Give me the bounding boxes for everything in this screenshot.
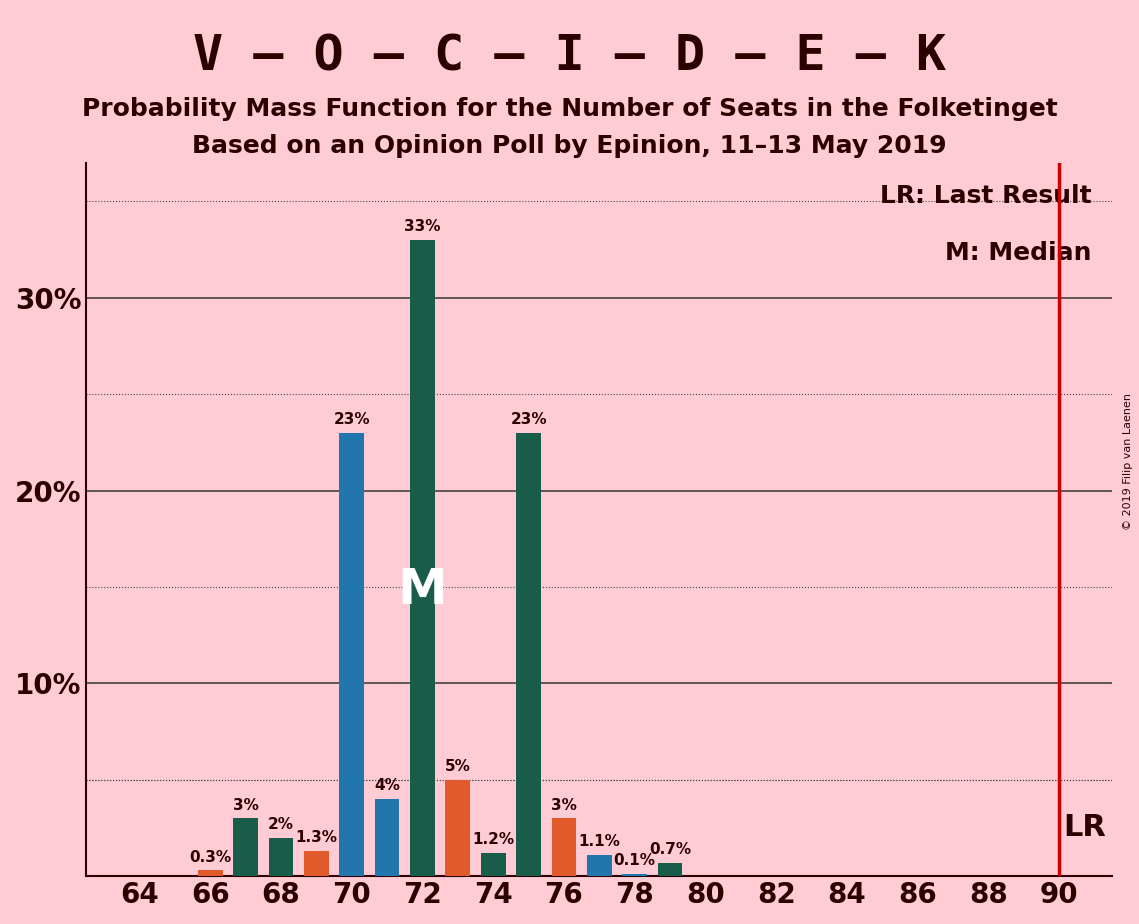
Bar (445, 780, 470, 876)
Bar (516, 432, 541, 876)
Text: Based on an Opinion Poll by Epinion, 11–13 May 2019: Based on an Opinion Poll by Epinion, 11–… (192, 134, 947, 158)
Text: V – O – C – I – D – E – K: V – O – C – I – D – E – K (192, 32, 947, 80)
Text: 0.3%: 0.3% (189, 849, 231, 865)
Text: © 2019 Filip van Laenen: © 2019 Filip van Laenen (1123, 394, 1133, 530)
Text: LR: Last Result: LR: Last Result (880, 184, 1092, 208)
Bar (269, 837, 294, 876)
Bar (375, 799, 400, 876)
Bar (622, 874, 647, 876)
Bar (657, 863, 682, 876)
Text: LR: LR (1063, 813, 1106, 843)
Text: 2%: 2% (268, 817, 294, 832)
Text: 3%: 3% (232, 797, 259, 812)
Bar (233, 819, 257, 876)
Text: 0.1%: 0.1% (614, 854, 656, 869)
Text: 33%: 33% (404, 219, 441, 234)
Bar (339, 432, 364, 876)
Text: 23%: 23% (510, 412, 547, 427)
Text: 1.1%: 1.1% (579, 834, 621, 849)
Text: 1.3%: 1.3% (295, 831, 337, 845)
Text: 4%: 4% (374, 778, 400, 793)
Text: 1.2%: 1.2% (473, 833, 515, 847)
Text: 23%: 23% (334, 412, 370, 427)
Bar (410, 240, 435, 876)
Text: M: M (398, 565, 448, 614)
Text: 0.7%: 0.7% (649, 842, 691, 857)
Text: 3%: 3% (551, 797, 577, 812)
Bar (551, 819, 576, 876)
Bar (304, 851, 329, 876)
Text: Probability Mass Function for the Number of Seats in the Folketinget: Probability Mass Function for the Number… (82, 97, 1057, 121)
Bar (587, 855, 612, 876)
Text: 5%: 5% (445, 759, 470, 774)
Text: M: Median: M: Median (945, 241, 1092, 265)
Bar (481, 853, 506, 876)
Bar (198, 870, 222, 876)
